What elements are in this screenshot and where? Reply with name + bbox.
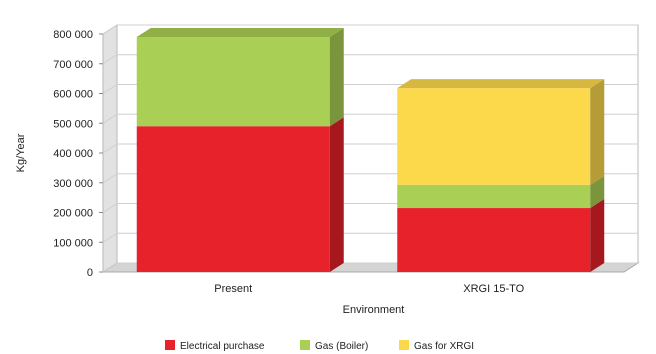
bar-side-face — [329, 27, 344, 127]
y-tick-label: 800 000 — [53, 29, 93, 41]
y-tick-label: 100 000 — [53, 237, 93, 249]
x-axis-title: Environment — [343, 304, 405, 316]
legend-swatch — [300, 340, 310, 350]
bar-top-face — [136, 27, 344, 37]
bar-segment — [136, 126, 330, 272]
y-tick-label: 500 000 — [53, 118, 93, 130]
y-tick-label: 200 000 — [53, 208, 93, 220]
legend-swatch — [399, 340, 409, 350]
gridline — [102, 24, 638, 35]
bar-side-face — [590, 199, 605, 272]
y-tick-label: 300 000 — [53, 178, 93, 190]
legend-swatch — [165, 340, 175, 350]
x-tick-label: XRGI 15-TO — [463, 283, 524, 295]
bar-segment — [397, 208, 591, 272]
y-axis-title: Kg/Year — [15, 133, 27, 172]
bar-segment — [136, 36, 330, 127]
bars — [136, 27, 605, 272]
bar-side-face — [590, 175, 605, 209]
y-tick-label: 600 000 — [53, 89, 93, 101]
y-tick-label: 0 — [87, 267, 93, 279]
y-tick-label: 700 000 — [53, 59, 93, 71]
gridline — [102, 54, 638, 65]
y-tick-label: 400 000 — [53, 148, 93, 160]
legend-label: Gas for XRGI — [414, 341, 474, 352]
bar-side-face — [329, 117, 344, 272]
bar-segment — [397, 88, 591, 185]
bar-top-face — [397, 79, 605, 89]
legend-label: Gas (Boiler) — [315, 341, 368, 352]
legend-label: Electrical purchase — [180, 341, 265, 352]
y-axis-ticks: 0 100 000 200 000 300 000 400 000 500 000 600 … — [53, 29, 103, 279]
legend: Electrical purchase Gas (Boiler) Gas for X… — [165, 340, 474, 352]
bar-side-face — [590, 79, 605, 185]
x-axis-ticks: Present XRGI 15-TO — [214, 283, 524, 295]
x-tick-label: Present — [214, 283, 252, 295]
bar-segment — [397, 184, 591, 209]
